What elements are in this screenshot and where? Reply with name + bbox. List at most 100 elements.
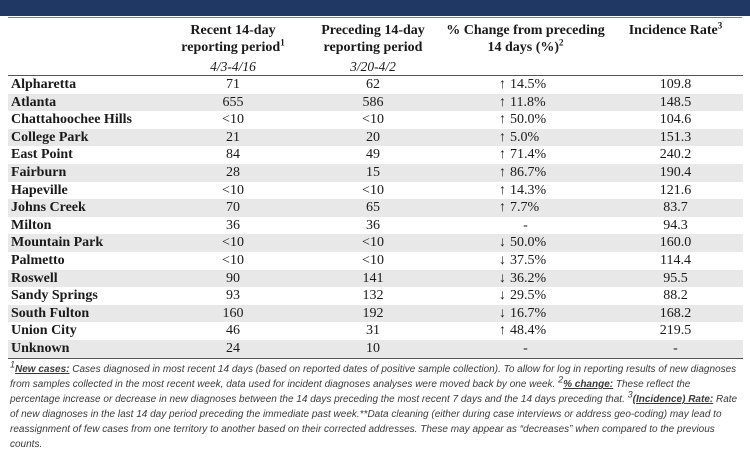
row-incidence-rate: 114.4 <box>660 252 691 268</box>
row-percent-change: ↑ 71.4% <box>443 146 608 164</box>
table-row: South Fulton 160 192 ↓ 16.7% 168.2 <box>8 304 743 323</box>
row-percent-change: ↓ 36.2% <box>443 269 608 288</box>
row-recent-count: 655 <box>163 93 303 112</box>
row-incidence-rate: 109.8 <box>659 77 692 92</box>
row-percent-change: ↓ 50.0% <box>443 234 608 252</box>
change-value: 11.8% <box>510 94 546 110</box>
arrow-up-icon: ↑ <box>499 147 506 163</box>
arrow-up-icon: ↑ <box>499 94 506 110</box>
row-percent-change: ↓ 16.7% <box>443 304 608 323</box>
row-recent-count: 93 <box>226 288 240 304</box>
row-percent-change: ↑ 5.0% <box>443 128 608 147</box>
row-incidence-rate: 83.7 <box>608 199 743 217</box>
table-row: Palmetto <10 <10 ↓ 37.5% 114.4 <box>8 252 743 270</box>
row-preceding-count: 49 <box>366 147 380 163</box>
row-percent-change: ↑ 48.4% <box>443 322 608 340</box>
change-value: 50.0% <box>510 235 547 251</box>
change-value: - <box>523 340 528 356</box>
table-row: Mountain Park <10 <10 ↓ 50.0% 160.0 <box>8 234 743 252</box>
change-value: 14.3% <box>510 182 547 198</box>
change-value: 71.4% <box>510 147 547 163</box>
table-row: College Park 21 20 ↑ 5.0% 151.3 <box>8 128 743 147</box>
table-row: East Point 84 49 ↑ 71.4% 240.2 <box>8 146 743 164</box>
table-row: Chattahoochee Hills <10 <10 ↑ 50.0% 104.6 <box>8 111 743 129</box>
row-incidence-rate: 148.5 <box>608 93 743 112</box>
arrow-up-icon: ↑ <box>499 200 506 216</box>
column-header-recent: Recent 14-day reporting period1 <box>181 23 285 55</box>
row-incidence-rate: 168.2 <box>608 304 743 323</box>
change-value: 16.7% <box>510 305 547 321</box>
row-recent-count: <10 <box>222 252 244 268</box>
table-row: Union City 46 31 ↑ 48.4% 219.5 <box>8 322 743 340</box>
row-incidence-rate: 160.0 <box>608 234 743 252</box>
arrow-up-icon: ↑ <box>499 323 506 339</box>
change-value: 29.5% <box>510 288 547 304</box>
footnote-label-rate: (Incidence) Rate: <box>632 394 714 405</box>
row-recent-count: 21 <box>163 128 303 147</box>
row-territory: South Fulton <box>8 304 163 323</box>
table-row: Milton 36 36 - 94.3 <box>8 217 743 235</box>
period-preceding: 3/20-4/2 <box>303 58 443 76</box>
row-territory: Unknown <box>8 339 163 359</box>
column-header-blank <box>8 20 163 58</box>
row-recent-count: <10 <box>163 234 303 252</box>
footnote-label-new-cases: New cases: <box>15 364 70 375</box>
change-value: 37.5% <box>510 252 547 268</box>
change-value: 86.7% <box>510 164 547 180</box>
row-territory: Alpharetta <box>11 77 77 92</box>
row-territory: Sandy Springs <box>11 288 98 304</box>
row-territory: Union City <box>11 323 77 339</box>
row-preceding-count: <10 <box>362 182 384 198</box>
column-header-preceding: Preceding 14-day reporting period <box>321 23 425 55</box>
row-territory: Hapeville <box>11 182 68 198</box>
row-territory: East Point <box>11 147 73 163</box>
table-body: Alpharetta 71 62 ↑ 14.5% 109.8 Atlanta 655 586 ↑ 1… <box>8 76 743 359</box>
row-preceding-count: <10 <box>362 112 384 128</box>
change-value: 14.5% <box>510 77 547 92</box>
column-header-incidence: Incidence Rate3 <box>628 20 723 38</box>
header-bar <box>0 0 750 16</box>
row-preceding-count: 20 <box>303 128 443 147</box>
table-row: Fairburn 28 15 ↑ 86.7% 190.4 <box>8 163 743 182</box>
arrow-down-icon: ↓ <box>499 288 506 304</box>
row-percent-change: - <box>443 217 608 235</box>
period-blank <box>8 58 163 76</box>
row-recent-count: 71 <box>226 77 240 92</box>
row-territory: College Park <box>8 128 163 147</box>
period-rate-blank <box>608 58 743 76</box>
row-percent-change: - <box>443 339 608 359</box>
row-preceding-count: 141 <box>303 269 443 288</box>
row-incidence-rate: 151.3 <box>608 128 743 147</box>
row-preceding-count: <10 <box>303 234 443 252</box>
table-row: Alpharetta 71 62 ↑ 14.5% 109.8 <box>8 76 743 94</box>
row-incidence-rate: 121.6 <box>659 182 692 198</box>
row-territory: Fairburn <box>8 163 163 182</box>
arrow-up-icon: ↑ <box>499 129 506 145</box>
row-incidence-rate: - <box>608 339 743 359</box>
row-preceding-count: <10 <box>362 252 384 268</box>
row-incidence-rate: 190.4 <box>608 163 743 182</box>
row-territory: Mountain Park <box>8 234 163 252</box>
row-percent-change: ↑ 14.5% <box>443 76 608 94</box>
change-value: 48.4% <box>510 323 547 339</box>
row-incidence-rate: 95.5 <box>608 269 743 288</box>
row-incidence-rate: 88.2 <box>663 288 688 304</box>
row-preceding-count: 192 <box>303 304 443 323</box>
change-value: 50.0% <box>510 112 547 128</box>
change-value: - <box>523 217 528 233</box>
arrow-down-icon: ↓ <box>499 252 506 268</box>
row-preceding-count: 31 <box>366 323 380 339</box>
table-row: Atlanta 655 586 ↑ 11.8% 148.5 <box>8 93 743 112</box>
period-change-blank <box>443 58 608 76</box>
column-header-change: % Change from preceding 14 days (%)2 <box>446 23 605 55</box>
row-percent-change: ↓ 37.5% <box>443 252 608 270</box>
arrow-up-icon: ↑ <box>499 164 506 180</box>
row-percent-change: ↑ 7.7% <box>443 199 608 217</box>
row-territory: Milton <box>11 217 52 233</box>
row-percent-change: ↑ 11.8% <box>443 93 608 112</box>
row-territory: Johns Creek <box>8 199 163 217</box>
row-recent-count: 84 <box>226 147 240 163</box>
arrow-down-icon: ↓ <box>499 305 506 321</box>
row-percent-change: ↑ 50.0% <box>443 111 608 129</box>
row-preceding-count: 586 <box>303 93 443 112</box>
